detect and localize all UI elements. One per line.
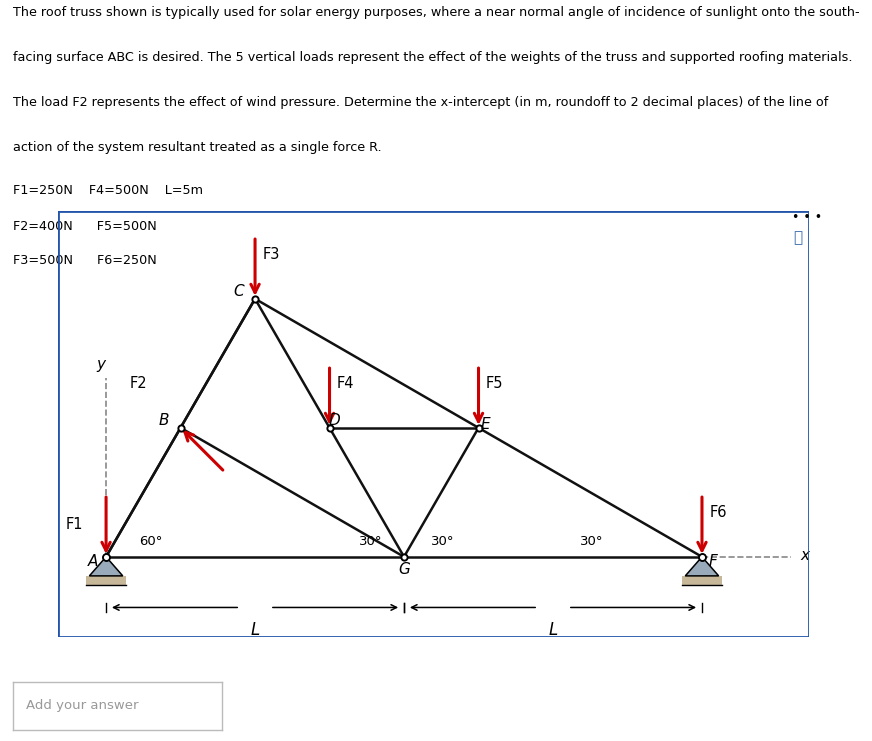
Text: E: E <box>480 417 490 432</box>
Text: y: y <box>97 357 106 372</box>
Text: ⦿: ⦿ <box>794 230 802 245</box>
Text: 30°: 30° <box>431 535 454 548</box>
Text: 30°: 30° <box>359 535 383 548</box>
Text: F: F <box>708 554 717 569</box>
Text: F5: F5 <box>486 376 503 391</box>
Text: x: x <box>800 548 809 563</box>
Text: 30°: 30° <box>580 535 603 548</box>
Text: F3: F3 <box>262 247 280 262</box>
Text: C: C <box>233 284 243 299</box>
Text: The roof truss shown is typically used for solar energy purposes, where a near n: The roof truss shown is typically used f… <box>13 6 860 19</box>
Text: F1: F1 <box>66 516 84 531</box>
Text: B: B <box>159 413 169 428</box>
Text: facing surface ABC is desired. The 5 vertical loads represent the effect of the : facing surface ABC is desired. The 5 ver… <box>13 51 853 64</box>
Text: G: G <box>399 562 410 577</box>
Text: F1=250N    F4=500N    L=5m: F1=250N F4=500N L=5m <box>13 184 203 197</box>
Text: 60°: 60° <box>139 535 162 548</box>
Text: F3=500N      F6=250N: F3=500N F6=250N <box>13 254 157 267</box>
Polygon shape <box>685 556 719 576</box>
Text: F2: F2 <box>130 376 147 391</box>
Text: Add your answer: Add your answer <box>25 700 138 712</box>
Text: F4: F4 <box>337 376 354 391</box>
Text: L: L <box>548 620 557 639</box>
Text: F2=400N      F5=500N: F2=400N F5=500N <box>13 220 157 233</box>
Polygon shape <box>85 576 126 585</box>
Text: L: L <box>250 620 260 639</box>
Text: A: A <box>88 554 99 569</box>
Text: D: D <box>329 413 340 428</box>
Text: The load F2 represents the effect of wind pressure. Determine the x-intercept (i: The load F2 represents the effect of win… <box>13 96 828 109</box>
Polygon shape <box>682 576 722 585</box>
Text: • • •: • • • <box>792 211 821 225</box>
Polygon shape <box>90 556 123 576</box>
Bar <box>58 211 809 637</box>
Text: F6: F6 <box>709 505 726 520</box>
Text: action of the system resultant treated as a single force R.: action of the system resultant treated a… <box>13 141 382 154</box>
